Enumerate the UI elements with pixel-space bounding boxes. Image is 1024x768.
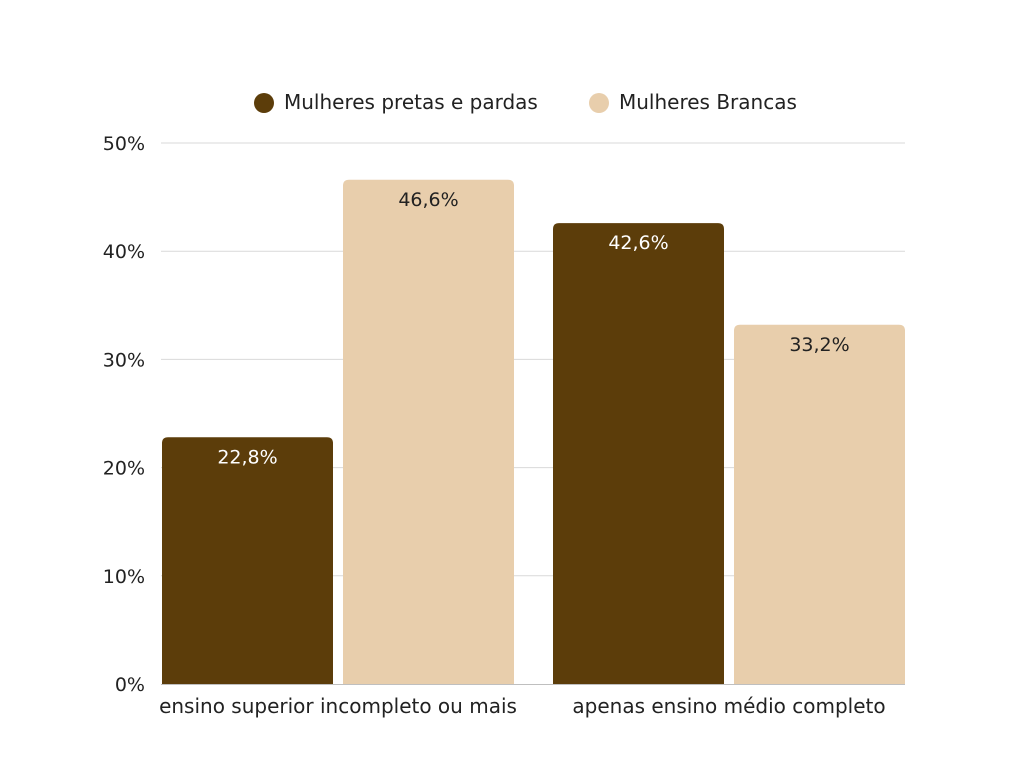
x-axis-category-labels: ensino superior incompleto ou mais apenas…	[159, 694, 886, 718]
legend-label-series-1: Mulheres Brancas	[619, 90, 797, 114]
chart-legend: Mulheres pretas e pardas Mulheres Branca…	[254, 90, 797, 114]
legend-marker-series-0	[254, 93, 274, 113]
bar-series-0-cat-1	[553, 223, 724, 684]
y-tick-label: 30%	[103, 349, 145, 371]
data-label: 33,2%	[789, 334, 849, 356]
x-category-label: apenas ensino médio completo	[572, 694, 885, 718]
bar-series-1-cat-0	[343, 179, 514, 684]
x-category-label: ensino superior incompleto ou mais	[159, 694, 517, 718]
data-label: 22,8%	[217, 446, 277, 468]
data-label: 46,6%	[398, 189, 458, 211]
data-labels: 22,8% 46,6% 42,6% 33,2%	[217, 189, 849, 469]
y-tick-label: 40%	[103, 241, 145, 263]
y-axis-tick-labels: 0% 10% 20% 30% 40% 50%	[103, 133, 145, 696]
bars	[162, 179, 905, 684]
data-label: 42,6%	[608, 232, 668, 254]
y-tick-label: 50%	[103, 133, 145, 155]
y-tick-label: 0%	[115, 674, 145, 696]
legend-label-series-0: Mulheres pretas e pardas	[284, 90, 538, 114]
y-tick-label: 10%	[103, 566, 145, 588]
y-tick-label: 20%	[103, 458, 145, 480]
bar-series-0-cat-0	[162, 437, 333, 684]
legend-marker-series-1	[589, 93, 609, 113]
bar-series-1-cat-1	[734, 324, 905, 684]
